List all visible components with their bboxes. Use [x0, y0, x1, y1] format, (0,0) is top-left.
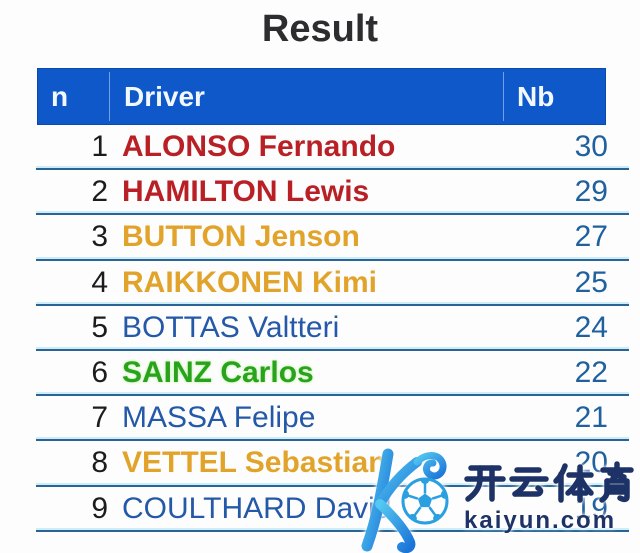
- table-row: 4 RAIKKONEN Kimi 25: [36, 261, 629, 306]
- row-position: 3: [91, 220, 108, 254]
- driver-name: SAINZ Carlos: [122, 355, 314, 389]
- table-row: 6 SAINZ Carlos 22: [36, 351, 629, 397]
- nb-value: 19: [574, 491, 608, 525]
- table-row: 5 BOTTAS Valtteri 24: [36, 306, 629, 351]
- driver-name: COULTHARD David: [122, 491, 392, 525]
- driver-name: BUTTON Jenson: [122, 220, 360, 254]
- header-n: n: [51, 81, 69, 112]
- header-column-divider: [109, 72, 110, 121]
- nb-value: 30: [574, 130, 608, 163]
- nb-value: 20: [574, 446, 608, 480]
- driver-name: VETTEL Sebastian: [122, 446, 387, 480]
- table-row: 1 ALONSO Fernando 30: [36, 125, 629, 171]
- row-position: 5: [91, 310, 108, 344]
- row-position: 1: [91, 130, 108, 163]
- table-row: 8 VETTEL Sebastian 20: [36, 441, 629, 487]
- nb-value: 22: [574, 355, 608, 389]
- header-driver: Driver: [124, 81, 205, 112]
- row-position: 6: [91, 355, 108, 389]
- header-column-divider: [503, 72, 504, 121]
- table-row: 7 MASSA Felipe 21: [36, 396, 629, 442]
- nb-value: 29: [574, 175, 608, 209]
- row-position: 7: [91, 401, 108, 435]
- page-title: Result: [261, 8, 379, 50]
- nb-value: 21: [574, 401, 608, 435]
- driver-name: BOTTAS Valtteri: [122, 310, 340, 344]
- table-header: n Driver Nb: [37, 68, 606, 125]
- table-row: 2 HAMILTON Lewis 29: [36, 170, 629, 216]
- nb-value: 24: [574, 310, 608, 344]
- table-body: 1 ALONSO Fernando 30 2 HAMILTON Lewis 29…: [36, 125, 629, 532]
- driver-name: HAMILTON Lewis: [122, 175, 370, 209]
- row-position: 2: [91, 175, 108, 209]
- driver-name: ALONSO Fernando: [122, 130, 396, 163]
- row-position: 9: [91, 491, 108, 525]
- table-row: 9 COULTHARD David 19: [36, 487, 629, 532]
- nb-value: 27: [574, 220, 608, 254]
- header-nb: Nb: [517, 81, 555, 112]
- row-position: 8: [91, 446, 108, 480]
- table-row: 3 BUTTON Jenson 27: [36, 215, 629, 261]
- driver-name: RAIKKONEN Kimi: [122, 265, 378, 299]
- driver-name: MASSA Felipe: [122, 401, 316, 435]
- nb-value: 25: [574, 265, 608, 299]
- row-position: 4: [91, 265, 108, 299]
